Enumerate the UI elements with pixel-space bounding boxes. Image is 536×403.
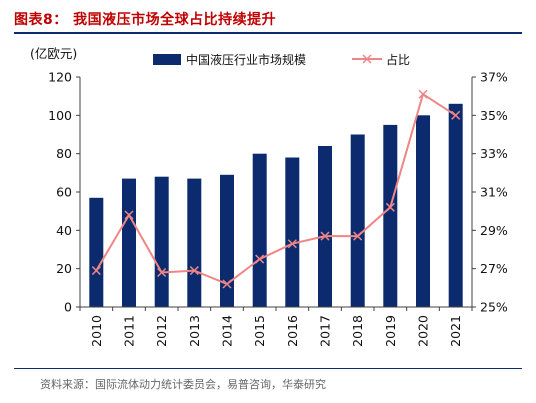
source-note: 资料来源：国际流体动力统计委员会，易普咨询，华泰研究 (40, 378, 326, 391)
x-tick-label: 2015 (252, 315, 267, 347)
share-point (451, 110, 461, 120)
share-point (222, 279, 232, 289)
x-tick-label: 2018 (350, 315, 365, 347)
x-tick-label: 2011 (122, 315, 137, 347)
legend-bar-label: 中国液压行业市场规模 (186, 52, 306, 67)
y-tick-label: 0 (64, 300, 72, 315)
y2-tick-label: 31% (480, 185, 508, 200)
bar (318, 146, 332, 307)
legend: 中国液压行业市场规模 占比 (153, 52, 410, 67)
source-divider (14, 368, 522, 369)
share-point (255, 254, 265, 264)
legend-line-label: 占比 (386, 52, 410, 67)
legend-bar-swatch (153, 54, 181, 65)
x-tick-label: 2010 (89, 315, 104, 347)
x-tick-label: 2014 (220, 315, 235, 347)
bar (89, 197, 104, 308)
bar (122, 178, 136, 307)
y-tick-label: 60 (56, 185, 72, 200)
share-point (320, 231, 330, 241)
share-point (189, 266, 199, 276)
share-point (418, 89, 428, 99)
x-tick-label: 2016 (285, 315, 300, 347)
share-point (157, 267, 167, 278)
y-tick-label: 20 (56, 261, 72, 276)
y-tick-label: 120 (48, 70, 72, 85)
share-line (95, 92, 457, 286)
bar (187, 178, 202, 307)
bar (383, 124, 398, 308)
y2-tick-label: 25% (480, 300, 508, 315)
chart-title: 图表8： 我国液压市场全球占比持续提升 (14, 12, 277, 28)
y2-tick-label: 27% (480, 261, 508, 276)
y2-tick-label: 33% (480, 146, 508, 161)
plot-area: 0 20 40 60 80 100 120 25% 27% 29% 31% 33% 35% 37% 2010… (48, 70, 508, 347)
bar (448, 103, 463, 307)
legend-line-marker (362, 54, 372, 64)
x-tick-label: 2012 (154, 315, 169, 347)
title-bar: 图表8： 我国液压市场全球占比持续提升 (14, 6, 522, 34)
y-unit-label: (亿欧元) (30, 46, 77, 61)
bar (285, 157, 300, 307)
x-tick-label: 2019 (383, 315, 398, 347)
x-tick-label: 2017 (318, 315, 333, 347)
bar (220, 174, 234, 308)
share-point (287, 239, 297, 249)
y-tick-label: 40 (56, 223, 72, 238)
share-point (353, 231, 363, 241)
y2-tick-label: 29% (480, 223, 508, 238)
bar (350, 134, 365, 307)
share-point (385, 202, 395, 212)
bar (416, 115, 430, 307)
share-point (91, 266, 101, 276)
bar (154, 176, 169, 307)
x-tick-label: 2020 (416, 315, 431, 347)
y2-tick-label: 35% (480, 108, 508, 123)
x-tick-label: 2021 (448, 315, 463, 347)
x-tick-label: 2013 (187, 315, 202, 347)
y-tick-label: 100 (48, 108, 72, 123)
bar (252, 153, 267, 307)
y2-tick-label: 37% (480, 70, 508, 85)
share-point (124, 210, 134, 220)
y-tick-label: 80 (56, 146, 72, 161)
